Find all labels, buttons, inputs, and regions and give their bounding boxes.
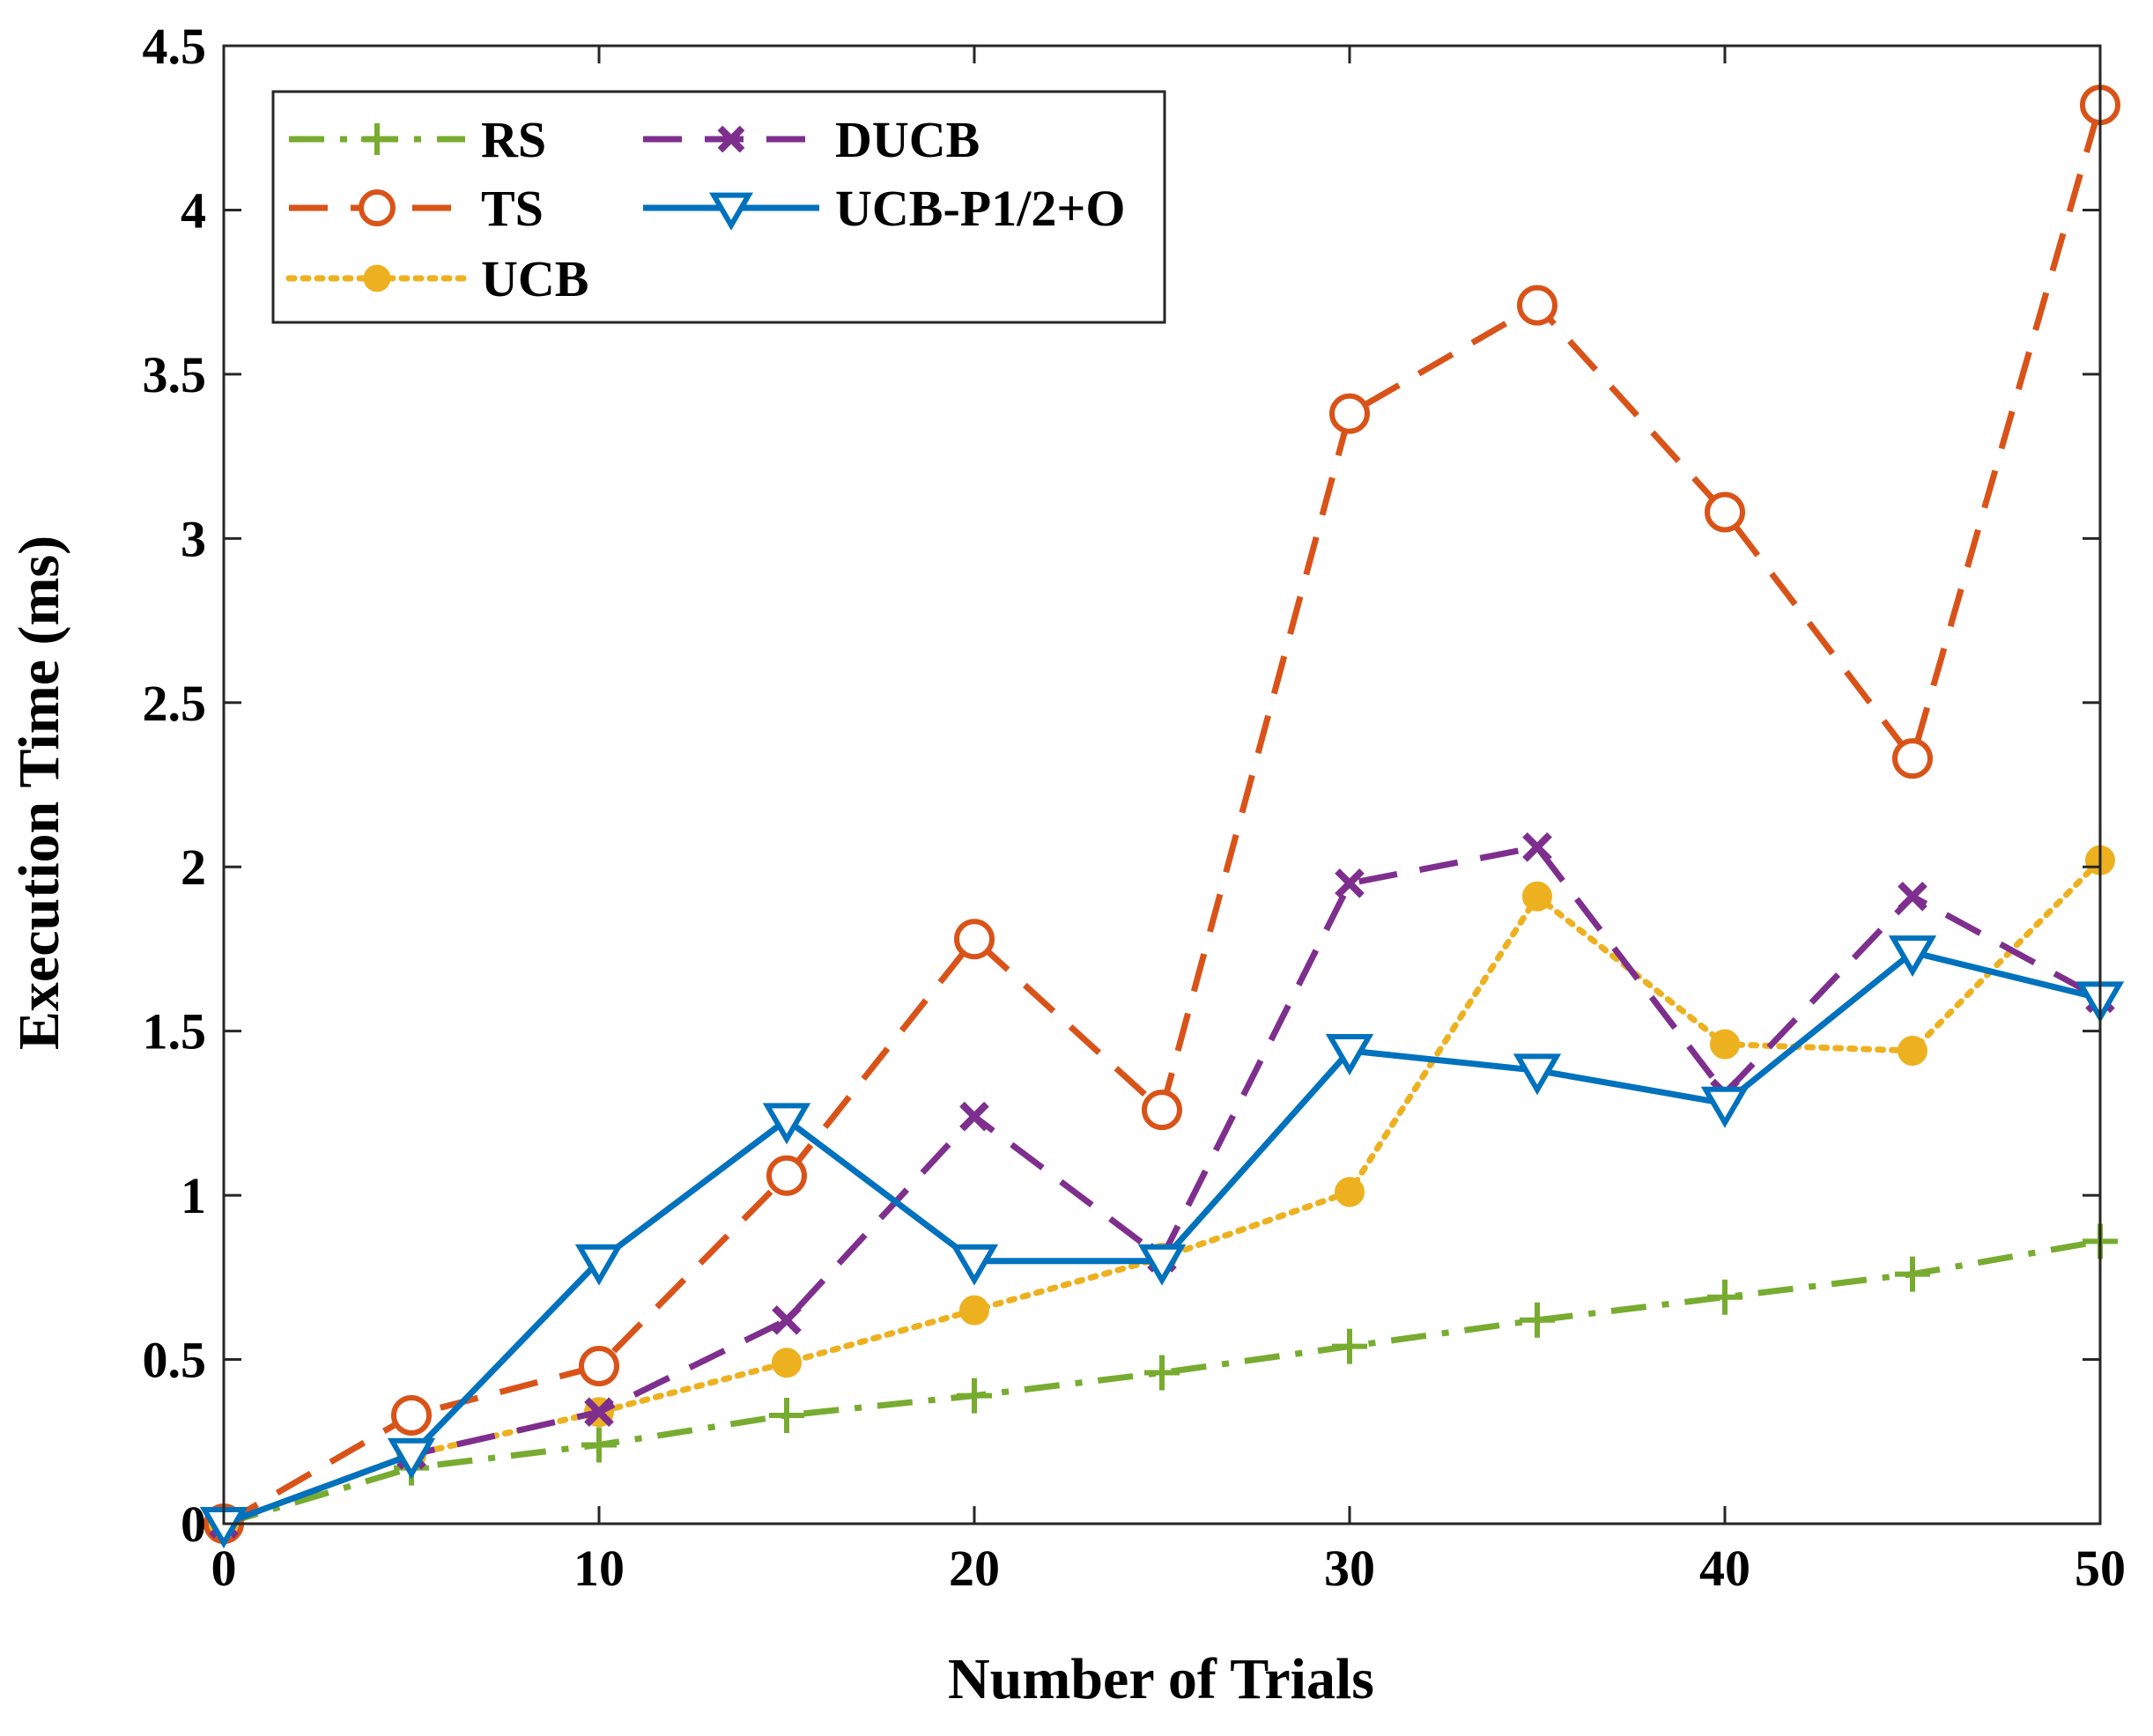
y-tick-label: 2 [181, 838, 206, 896]
data-point-ucbp [574, 1244, 624, 1286]
data-point-ts [1142, 1090, 1182, 1131]
data-point-ducb [772, 1304, 802, 1335]
legend-marker-ts [359, 189, 396, 226]
y-tick-label: 0 [181, 1496, 206, 1553]
x-tick-label: 40 [1699, 1540, 1750, 1597]
y-tick-label: 2.5 [143, 675, 207, 732]
data-point-ucbp [1137, 1244, 1187, 1286]
data-point-ts [391, 1394, 432, 1436]
data-point-ucbp [1513, 1053, 1562, 1096]
data-point-ucb [1710, 1029, 1740, 1060]
legend-item-ucb: UCB [285, 250, 588, 307]
data-point-ucb [1898, 1036, 1927, 1067]
data-point-ducb [1522, 832, 1552, 862]
data-point-ts [1329, 393, 1370, 434]
legend-marker-ducb [717, 125, 745, 153]
data-point-ts [766, 1155, 807, 1196]
data-point-rs [1520, 1302, 1555, 1338]
legend-marker-ucb [363, 264, 391, 292]
legend-marker-rs [361, 123, 393, 155]
series-rs [206, 1223, 2118, 1541]
data-point-ucb [772, 1348, 802, 1378]
data-point-ucbp [1888, 935, 1937, 978]
x-tick-label: 0 [211, 1540, 237, 1597]
data-point-ts [1705, 491, 1745, 533]
legend-item-ts: TS [289, 180, 544, 237]
data-point-ucbp [387, 1437, 436, 1480]
data-point-ts [954, 919, 995, 960]
data-point-ucbp [950, 1244, 999, 1286]
x-axis-label: Number of Trials [948, 1647, 1374, 1711]
legend-label-ts: TS [481, 180, 544, 237]
x-tick-label: 10 [573, 1540, 625, 1597]
data-point-rs [1707, 1279, 1742, 1315]
data-point-ts [1517, 284, 1557, 326]
legend-item-rs: RS [289, 111, 546, 168]
data-point-rs [769, 1397, 804, 1433]
series-line-rs [223, 1237, 2101, 1527]
x-tick-label: 30 [1324, 1540, 1375, 1597]
axes-group: 0 10 20 30 40 50 0 0.5 1 1.5 2 2.5 3 3.5 4 4.5 [143, 18, 2127, 1597]
axes-box [222, 44, 2102, 1525]
data-point-ts [1892, 738, 1933, 779]
data-point-ucb [1335, 1177, 1365, 1208]
x-tick-label: 20 [949, 1540, 1000, 1597]
data-point-ducb [584, 1397, 614, 1428]
legend: RS TS UCB DUCB UCB-P1/2+O [271, 90, 1166, 324]
y-tick-label: 1.5 [143, 1003, 207, 1060]
data-point-ducb [1335, 868, 1365, 898]
data-point-ucb [959, 1295, 989, 1326]
y-tick-label: 4 [181, 181, 206, 239]
data-point-ucbp [1325, 1034, 1374, 1076]
data-point-ducb [1898, 881, 1927, 912]
legend-marker-ucbp [708, 192, 754, 231]
x-tick-label: 50 [2075, 1540, 2126, 1597]
data-point-ucbp [1700, 1086, 1750, 1128]
legend-label-rs: RS [481, 111, 546, 168]
legend-item-ucbp: UCB-P1/2+O [643, 180, 1125, 237]
legend-label-ucbp: UCB-P1/2+O [835, 180, 1125, 237]
data-point-ucbp [762, 1103, 811, 1145]
legend-label-ducb: DUCB [835, 111, 980, 168]
data-point-rs [1895, 1256, 1930, 1292]
y-tick-label: 1 [181, 1167, 206, 1224]
y-tick-label: 3.5 [143, 346, 207, 403]
data-point-rs [957, 1378, 992, 1414]
data-point-rs [1332, 1328, 1367, 1364]
legend-label-ucb: UCB [481, 250, 588, 307]
data-point-ducb [959, 1101, 989, 1132]
data-point-rs [581, 1427, 617, 1463]
data-point-ucb [1522, 881, 1552, 912]
data-point-rs [1144, 1355, 1180, 1391]
legend-item-ducb: DUCB [643, 111, 980, 168]
y-axis-label: Execution Time (ms) [7, 536, 71, 1050]
y-tick-label: 3 [181, 510, 206, 567]
data-point-ts [579, 1346, 619, 1387]
y-tick-label: 4.5 [143, 18, 207, 75]
y-tick-label: 0.5 [143, 1332, 207, 1389]
